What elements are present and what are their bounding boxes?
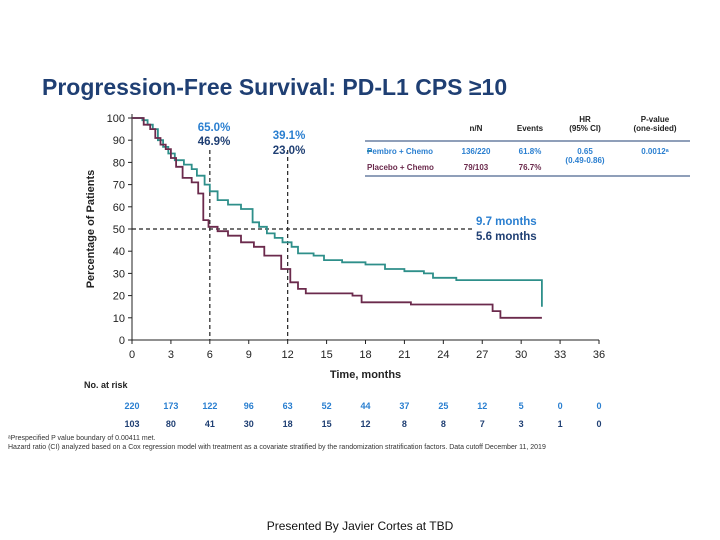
stats-header: n/N bbox=[470, 124, 483, 133]
y-tick-label: 10 bbox=[113, 313, 125, 325]
x-tick-label: 3 bbox=[168, 349, 174, 361]
landmark-pembro-rate: 39.1% bbox=[273, 130, 306, 142]
x-tick-label: 36 bbox=[593, 349, 605, 361]
at-risk-pembro: 12 bbox=[477, 401, 487, 411]
x-axis-label: Time, months bbox=[330, 369, 401, 381]
at-risk-placebo: 80 bbox=[166, 419, 176, 429]
stats-header: Events bbox=[517, 124, 544, 133]
x-tick-label: 27 bbox=[476, 349, 488, 361]
at-risk-placebo: 0 bbox=[596, 419, 601, 429]
stats-pvalue: 0.0012ᵃ bbox=[641, 147, 669, 156]
x-tick-label: 6 bbox=[207, 349, 213, 361]
x-tick-label: 30 bbox=[515, 349, 527, 361]
at-risk-placebo: 41 bbox=[205, 419, 215, 429]
at-risk-pembro: 96 bbox=[244, 401, 254, 411]
at-risk-title: No. at risk bbox=[84, 380, 129, 390]
x-tick-label: 33 bbox=[554, 349, 566, 361]
at-risk-placebo: 8 bbox=[441, 419, 446, 429]
presenter-credit: Presented By Javier Cortes at TBD bbox=[266, 519, 454, 533]
at-risk-pembro: 0 bbox=[596, 401, 601, 411]
stats-header: P-value bbox=[641, 115, 670, 124]
legend-label-pembro: Pembro + Chemo bbox=[367, 147, 433, 156]
x-tick-label: 18 bbox=[359, 349, 371, 361]
at-risk-pembro: 25 bbox=[438, 401, 448, 411]
at-risk-pembro: 52 bbox=[322, 401, 332, 411]
y-tick-label: 50 bbox=[113, 224, 125, 236]
median-placebo-label: 5.6 months bbox=[476, 231, 537, 243]
y-tick-label: 80 bbox=[113, 157, 125, 169]
y-tick-label: 40 bbox=[113, 246, 125, 258]
at-risk-pembro: 122 bbox=[202, 401, 217, 411]
landmark-placebo-rate: 23.0% bbox=[273, 145, 306, 157]
stats-pembro-n: 136/220 bbox=[462, 147, 491, 156]
at-risk-placebo: 30 bbox=[244, 419, 254, 429]
stats-placebo-events: 76.7% bbox=[519, 163, 542, 172]
at-risk-pembro: 37 bbox=[399, 401, 409, 411]
at-risk-pembro: 220 bbox=[124, 401, 139, 411]
landmark-pembro-rate: 65.0% bbox=[198, 122, 231, 134]
y-axis-label: Percentage of Patients bbox=[85, 170, 97, 289]
slide-title: Progression-Free Survival: PD-L1 CPS ≥10 bbox=[42, 74, 508, 100]
y-tick-label: 90 bbox=[113, 135, 125, 147]
y-tick-label: 70 bbox=[113, 180, 125, 192]
stats-header: (one-sided) bbox=[633, 124, 676, 133]
at-risk-pembro: 44 bbox=[360, 401, 370, 411]
stats-hr: 0.65 bbox=[577, 147, 593, 156]
y-tick-label: 30 bbox=[113, 268, 125, 280]
footnote-pvalue: ᵃPrespecified P value boundary of 0.0041… bbox=[8, 435, 156, 442]
x-tick-label: 24 bbox=[437, 349, 449, 361]
stats-pembro-events: 61.8% bbox=[519, 147, 542, 156]
x-tick-label: 21 bbox=[398, 349, 410, 361]
legend-label-placebo: Placebo + Chemo bbox=[367, 163, 434, 172]
at-risk-placebo: 103 bbox=[124, 419, 139, 429]
x-tick-label: 0 bbox=[129, 349, 135, 361]
landmark-placebo-rate: 46.9% bbox=[198, 136, 231, 148]
at-risk-pembro: 63 bbox=[283, 401, 293, 411]
at-risk-placebo: 8 bbox=[402, 419, 407, 429]
at-risk-placebo: 3 bbox=[519, 419, 524, 429]
at-risk-pembro: 0 bbox=[558, 401, 563, 411]
stats-hr-ci: (0.49-0.86) bbox=[565, 156, 604, 165]
at-risk-pembro: 5 bbox=[519, 401, 524, 411]
at-risk-placebo: 15 bbox=[322, 419, 332, 429]
at-risk-placebo: 7 bbox=[480, 419, 485, 429]
median-pembro-label: 9.7 months bbox=[476, 216, 537, 228]
stats-header: (95% CI) bbox=[569, 124, 601, 133]
at-risk-placebo: 1 bbox=[558, 419, 563, 429]
at-risk-placebo: 18 bbox=[283, 419, 293, 429]
stats-placebo-n: 79/103 bbox=[464, 163, 489, 172]
at-risk-placebo: 12 bbox=[360, 419, 370, 429]
y-tick-label: 20 bbox=[113, 291, 125, 303]
y-tick-label: 0 bbox=[119, 335, 125, 347]
x-tick-label: 12 bbox=[282, 349, 294, 361]
placebo-curve bbox=[132, 117, 542, 319]
x-tick-label: 9 bbox=[246, 349, 252, 361]
y-tick-label: 100 bbox=[107, 113, 125, 125]
at-risk-pembro: 173 bbox=[163, 401, 178, 411]
footnote-hazard: Hazard ratio (CI) analyzed based on a Co… bbox=[8, 444, 546, 451]
stats-header: HR bbox=[579, 115, 591, 124]
x-tick-label: 15 bbox=[320, 349, 332, 361]
y-tick-label: 60 bbox=[113, 202, 125, 214]
